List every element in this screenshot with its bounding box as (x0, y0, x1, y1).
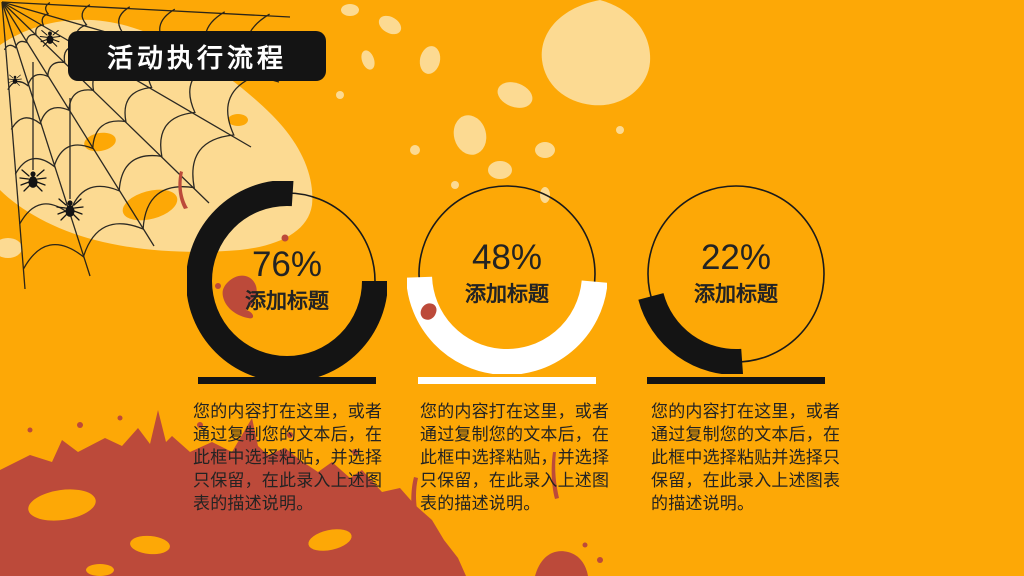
gauge-title: 添加标题 (694, 283, 778, 307)
stat-card-1: 76% 添加标题 您的内容打在这里，或者通过复制您的文本后，在此框中选择粘贴，并… (187, 0, 387, 576)
page-title: 活动执行流程 (68, 31, 326, 81)
gauge-title: 添加标题 (465, 283, 549, 307)
stat-card-2: 48% 添加标题 您的内容打在这里，或者通过复制您的文本后，在此框中选择粘贴，并… (407, 0, 609, 576)
description-text: 您的内容打在这里，或者通过复制您的文本后，在此框中选择粘贴并选择只保留，在此录入… (651, 402, 841, 513)
donut-gauge-2: 48% 添加标题 (407, 174, 607, 374)
description-text: 您的内容打在这里，或者通过复制您的文本后，在此框中选择粘贴，并选择只保留，在此录… (420, 402, 610, 513)
red-splatter-holes (28, 489, 352, 576)
page-title-label: 活动执行流程 (106, 42, 287, 73)
underline-bar (198, 377, 376, 384)
description-text: 您的内容打在这里，或者通过复制您的文本后，在此框中选择粘贴，并选择只保留，在此录… (193, 402, 383, 513)
donut-ring-1 (187, 181, 387, 381)
donut-gauge-3: 22% 添加标题 (636, 174, 836, 374)
donut-ring-3 (636, 174, 836, 374)
donut-ring-2 (407, 174, 607, 374)
gauge-title: 添加标题 (245, 290, 329, 314)
donut-gauge-1: 76% 添加标题 (187, 181, 387, 381)
underline-bar (647, 377, 825, 384)
percent-value: 76% (251, 244, 323, 284)
stat-card-3: 22% 添加标题 您的内容打在这里，或者通过复制您的文本后，在此框中选择粘贴并选… (636, 0, 840, 576)
percent-value: 48% (471, 237, 543, 277)
underline-bar (418, 377, 596, 384)
percent-value: 22% (700, 237, 772, 277)
spider-web-icon (1, 1, 291, 290)
